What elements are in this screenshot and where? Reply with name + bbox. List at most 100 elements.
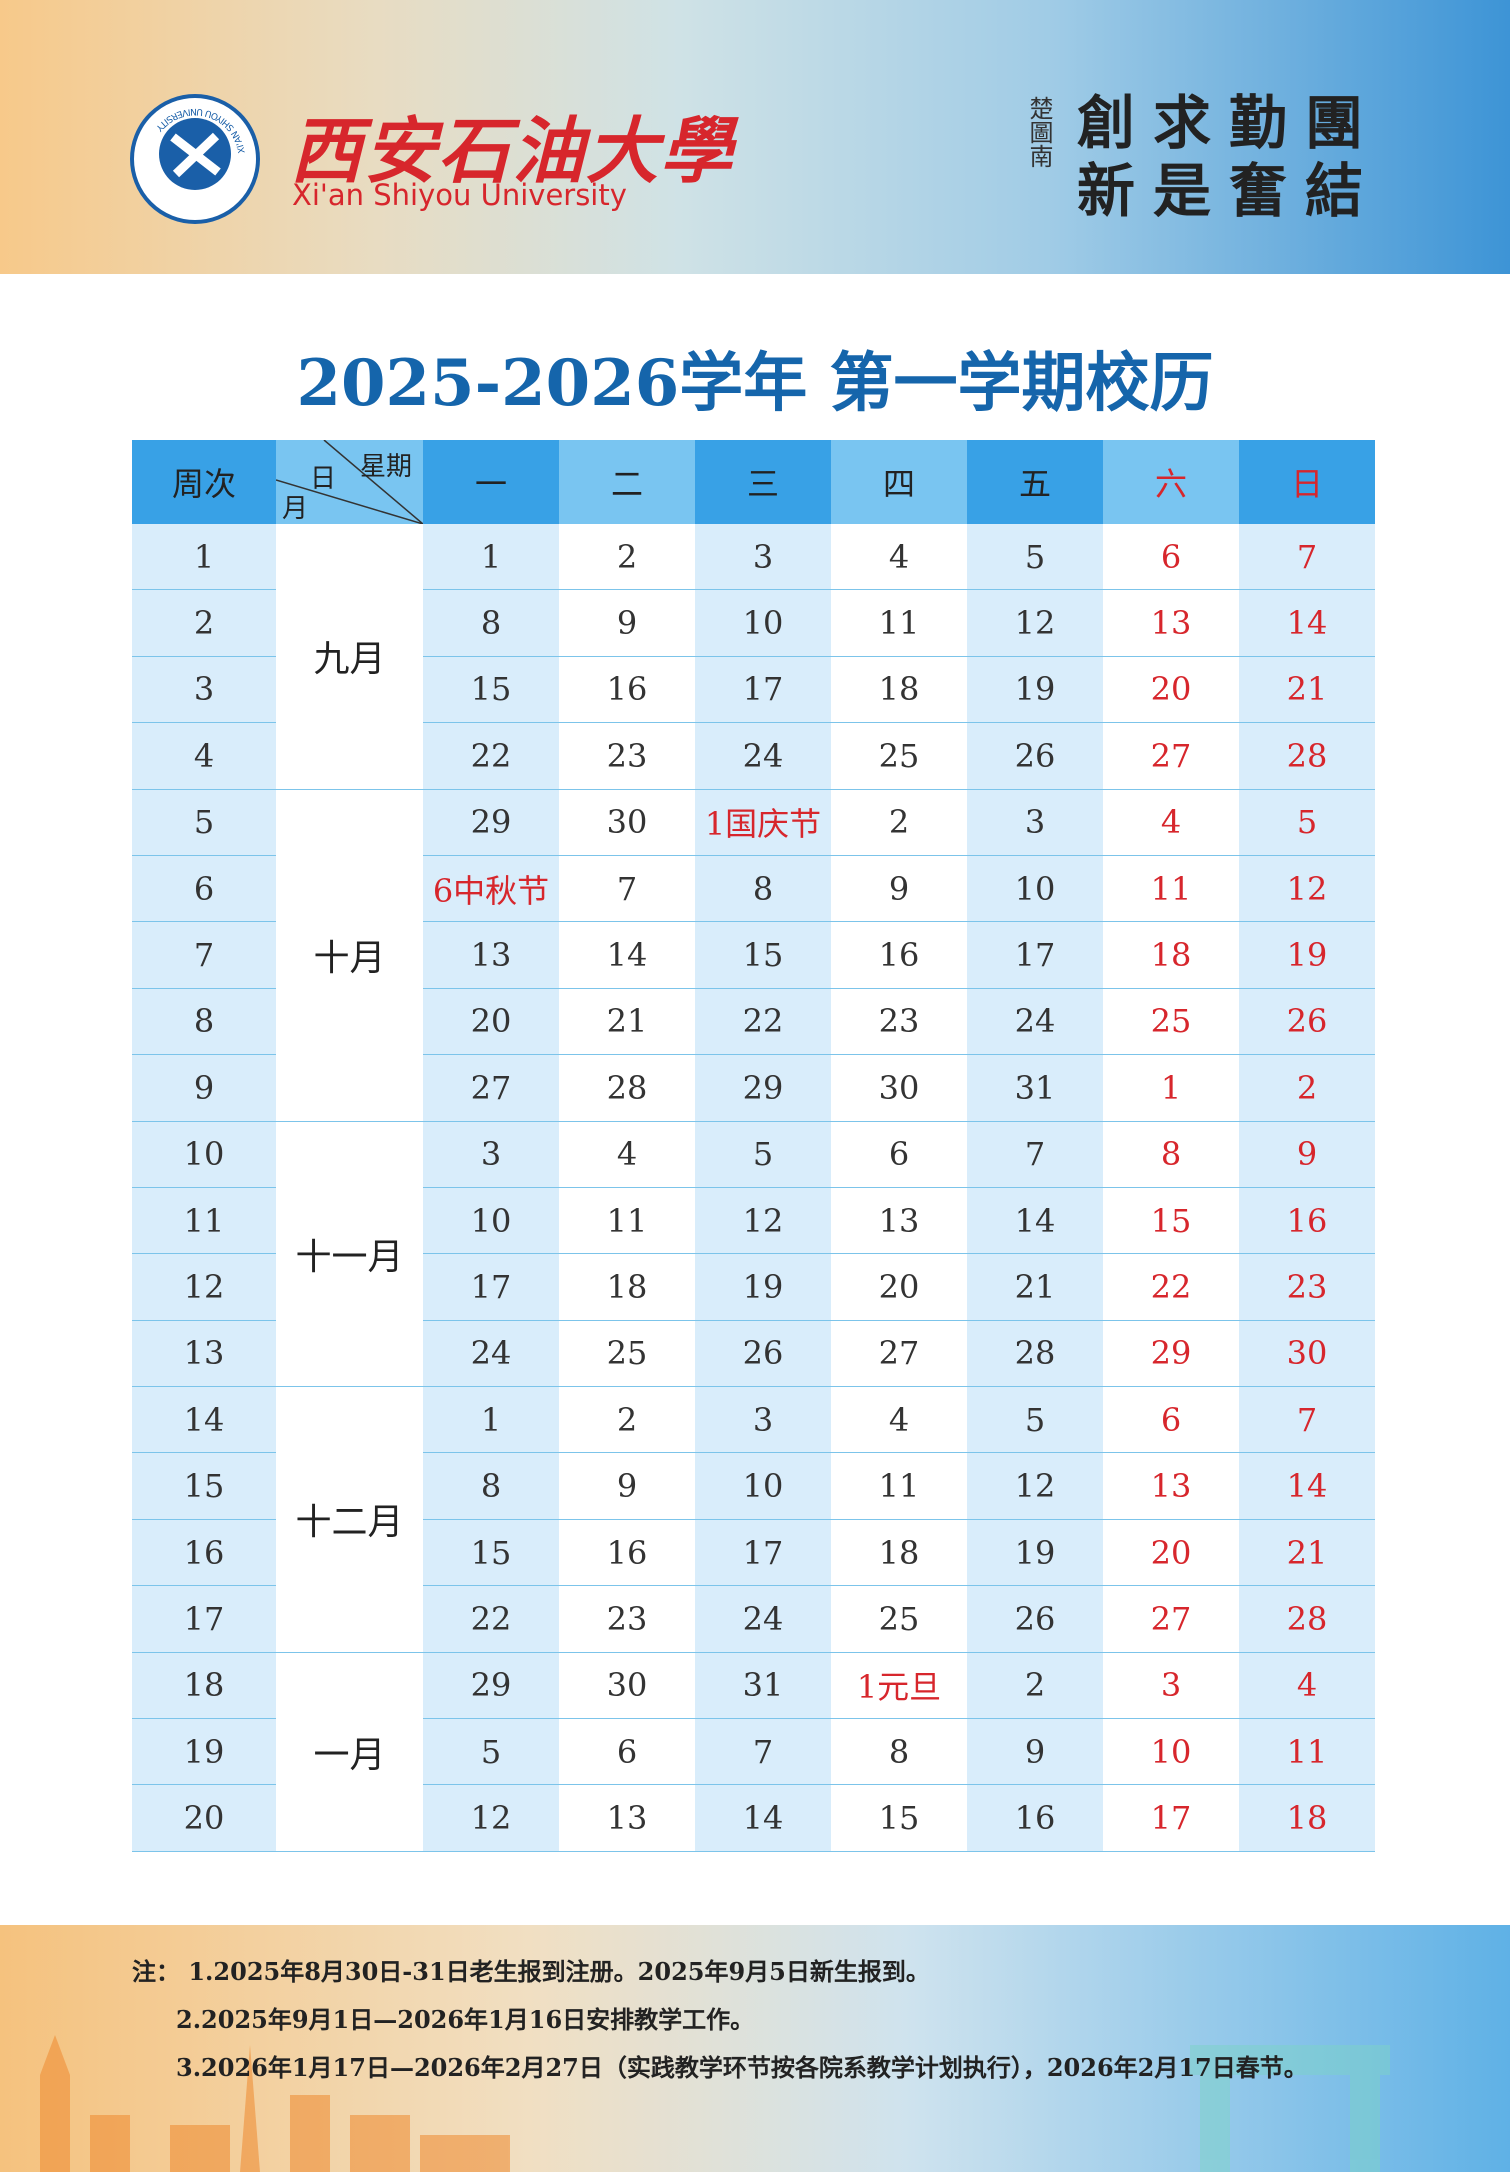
day-cell: 27 [831, 1320, 967, 1388]
motto-column: 求是 [1143, 92, 1211, 228]
holiday-cell: 6中秋节 [423, 855, 559, 923]
calligrapher: 楚圖南 [1025, 96, 1053, 168]
week-number: 6 [132, 855, 276, 923]
day-cell: 25 [831, 1585, 967, 1653]
day-cell: 15 [423, 1519, 559, 1587]
week-row: 16 15 16 17 18 19 20 21 [132, 1519, 1375, 1587]
skyline [40, 2035, 1390, 2172]
week-number: 3 [132, 656, 276, 724]
month-label: 十月 [276, 789, 423, 1122]
day-cell: 4 [1103, 789, 1239, 856]
day-cell: 5 [423, 1718, 559, 1786]
day-cell: 29 [1103, 1320, 1239, 1388]
week-row: 18 一月 29 30 31 1元旦 2 3 4 [132, 1652, 1375, 1852]
day-cell: 21 [1239, 656, 1375, 724]
day-cell: 9 [967, 1718, 1103, 1786]
day-cell: 28 [1239, 722, 1375, 790]
week-row: 12 17 18 19 20 21 22 23 [132, 1253, 1375, 1321]
day-cell: 13 [831, 1187, 967, 1255]
week-row: 2 8 9 10 11 12 13 14 [132, 589, 1375, 657]
day-cell: 4 [1239, 1652, 1375, 1720]
day-cell: 9 [559, 589, 695, 657]
day-cell: 14 [559, 921, 695, 989]
day-cell: 24 [423, 1320, 559, 1388]
month-label: 一月 [276, 1652, 423, 1852]
logo-year: 1951 [181, 190, 209, 203]
day-cell: 2 [831, 789, 967, 856]
week-number: 15 [132, 1452, 276, 1520]
week-number: 13 [132, 1320, 276, 1388]
day-cell: 20 [831, 1253, 967, 1321]
day-cell: 8 [1103, 1121, 1239, 1188]
day-cell: 11 [1103, 855, 1239, 923]
day-cell: 31 [967, 1054, 1103, 1122]
day-cell: 18 [831, 1519, 967, 1587]
notes-label: 注： [132, 1957, 180, 1986]
week-number: 20 [132, 1784, 276, 1852]
weekday-header: 一 [423, 440, 559, 524]
day-cell: 9 [559, 1452, 695, 1520]
day-cell: 14 [1239, 589, 1375, 657]
day-cell: 19 [1239, 921, 1375, 989]
week-number: 2 [132, 589, 276, 657]
day-cell: 2 [967, 1652, 1103, 1720]
day-cell: 10 [967, 855, 1103, 923]
week-row: 13 24 25 26 27 28 29 30 [132, 1320, 1375, 1388]
day-cell: 5 [967, 524, 1103, 591]
day-cell: 27 [1103, 1585, 1239, 1653]
day-cell: 21 [967, 1253, 1103, 1321]
day-cell: 5 [1239, 789, 1375, 856]
day-cell: 30 [559, 1652, 695, 1720]
weekday-header: 三 [695, 440, 831, 524]
week-number: 4 [132, 722, 276, 790]
title: 2025-2026学年 第一学期校历 [296, 346, 1214, 421]
day-cell: 18 [831, 656, 967, 724]
day-cell: 6 [1103, 1386, 1239, 1454]
day-cell: 14 [967, 1187, 1103, 1255]
day-cell: 18 [1103, 921, 1239, 989]
table-body: 1 九月 1 2 3 4 5 6 7 2 8 9 10 11 12 13 14 3 15 16 17 18 19 20 21 4 2… [132, 524, 1375, 1852]
note-item: 3.2026年1月17日—2026年2月27日（实践教学环节按各院系教学计划执行… [176, 2053, 1308, 2082]
notes: 注： 1.2025年8月30日-31日老生报到注册。2025年9月5日新生报到。… [132, 1948, 1308, 2092]
day-cell: 8 [423, 1452, 559, 1520]
day-cell: 15 [423, 656, 559, 724]
week-row: 8 20 21 22 23 24 25 26 [132, 988, 1375, 1056]
day-cell: 25 [831, 722, 967, 790]
day-cell: 28 [967, 1320, 1103, 1388]
day-cell: 17 [967, 921, 1103, 989]
month-label: 九月 [276, 524, 423, 790]
day-cell: 29 [423, 1652, 559, 1720]
day-cell: 3 [423, 1121, 559, 1188]
motto-column: 創新 [1067, 92, 1135, 228]
week-row: 15 8 9 10 11 12 13 14 [132, 1452, 1375, 1520]
weekday-header: 六 [1103, 440, 1239, 524]
day-cell: 3 [1103, 1652, 1239, 1720]
day-cell: 12 [423, 1784, 559, 1852]
day-cell: 24 [695, 1585, 831, 1653]
day-cell: 7 [1239, 1386, 1375, 1454]
day-cell: 20 [423, 988, 559, 1056]
day-cell: 3 [695, 1386, 831, 1454]
week-number: 14 [132, 1386, 276, 1454]
day-cell: 17 [695, 1519, 831, 1587]
day-cell: 1 [423, 524, 559, 591]
day-cell: 13 [559, 1784, 695, 1852]
corner-header: 星期 日 月 [276, 440, 423, 524]
week-number: 17 [132, 1585, 276, 1653]
week-number: 11 [132, 1187, 276, 1255]
week-row: 5 十月 29 30 1国庆节 2 3 4 5 [132, 789, 1375, 1122]
day-cell: 14 [695, 1784, 831, 1852]
holiday-cell: 1元旦 [831, 1652, 967, 1720]
day-cell: 11 [559, 1187, 695, 1255]
day-cell: 26 [967, 722, 1103, 790]
holiday-cell: 1国庆节 [695, 789, 831, 856]
day-cell: 23 [1239, 1253, 1375, 1321]
week-row: 11 10 11 12 13 14 15 16 [132, 1187, 1375, 1255]
day-cell: 30 [1239, 1320, 1375, 1388]
weekday-header: 日 [1239, 440, 1375, 524]
week-row: 20 12 13 14 15 16 17 18 [132, 1784, 1375, 1852]
day-cell: 7 [695, 1718, 831, 1786]
day-cell: 25 [559, 1320, 695, 1388]
day-cell: 28 [1239, 1585, 1375, 1653]
day-cell: 23 [559, 722, 695, 790]
